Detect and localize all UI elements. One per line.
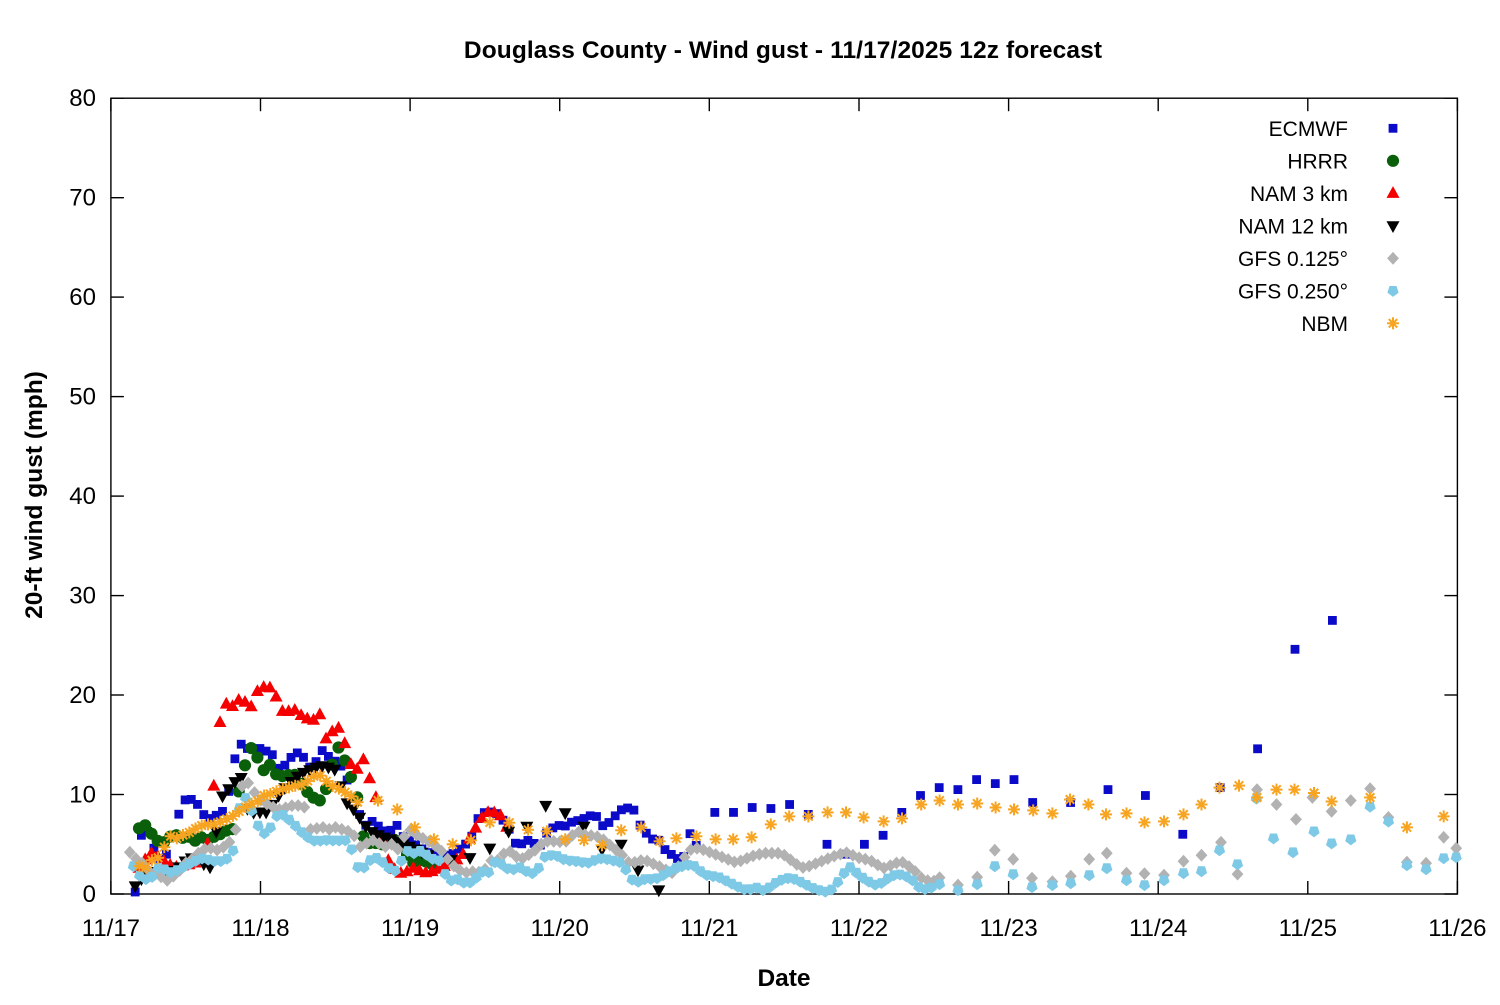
svg-text:11/21: 11/21 xyxy=(680,915,738,942)
svg-text:50: 50 xyxy=(69,384,96,411)
svg-text:11/19: 11/19 xyxy=(381,915,439,942)
svg-text:11/20: 11/20 xyxy=(531,915,589,942)
svg-text:30: 30 xyxy=(69,583,96,610)
svg-text:70: 70 xyxy=(69,185,96,212)
svg-text:60: 60 xyxy=(69,284,96,311)
svg-text:80: 80 xyxy=(69,85,96,112)
svg-text:11/23: 11/23 xyxy=(979,915,1037,942)
svg-text:NAM 3 km: NAM 3 km xyxy=(1250,183,1348,206)
svg-text:Date: Date xyxy=(757,965,810,992)
svg-text:11/17: 11/17 xyxy=(82,915,140,942)
svg-text:11/24: 11/24 xyxy=(1129,915,1187,942)
svg-text:GFS 0.250°: GFS 0.250° xyxy=(1238,280,1348,303)
svg-text:ECMWF: ECMWF xyxy=(1269,118,1348,141)
svg-text:11/26: 11/26 xyxy=(1428,915,1486,942)
svg-text:0: 0 xyxy=(83,881,96,908)
svg-text:20: 20 xyxy=(69,682,96,709)
svg-text:11/22: 11/22 xyxy=(830,915,888,942)
svg-text:10: 10 xyxy=(69,782,96,809)
svg-text:20-ft wind gust (mph): 20-ft wind gust (mph) xyxy=(21,371,48,619)
svg-text:GFS 0.125°: GFS 0.125° xyxy=(1238,248,1348,271)
svg-text:Douglass County - Wind gust -: Douglass County - Wind gust - 11/17/2025… xyxy=(464,37,1102,64)
svg-text:NAM 12 km: NAM 12 km xyxy=(1238,215,1348,238)
svg-text:11/25: 11/25 xyxy=(1279,915,1337,942)
svg-text:11/18: 11/18 xyxy=(231,915,289,942)
svg-text:NBM: NBM xyxy=(1301,313,1348,336)
svg-text:HRRR: HRRR xyxy=(1287,150,1348,173)
svg-text:40: 40 xyxy=(69,483,96,510)
